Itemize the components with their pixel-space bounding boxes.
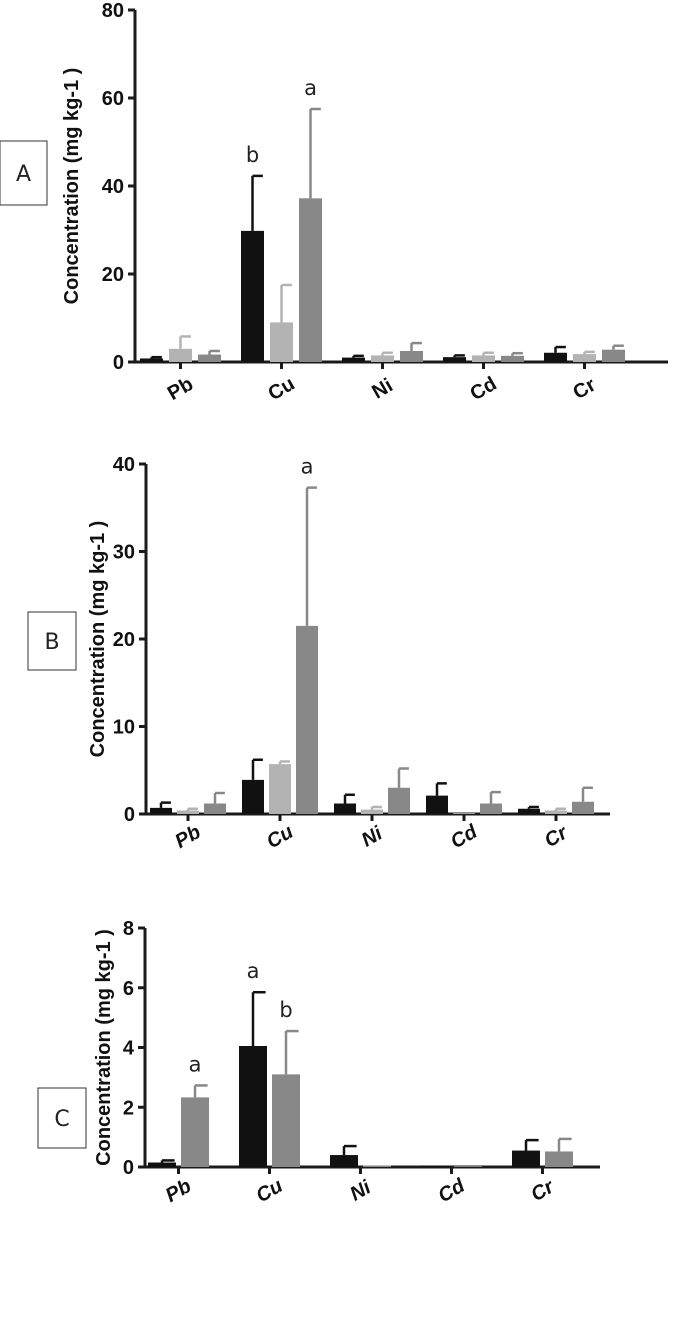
bar — [148, 1162, 176, 1167]
bar — [472, 355, 495, 362]
bar — [330, 1155, 358, 1167]
y-tick-label: 10 — [113, 717, 135, 739]
significance-letter: a — [301, 455, 314, 479]
y-tick-label: 20 — [113, 629, 135, 651]
bar — [443, 357, 466, 362]
panel-label: C — [54, 1107, 69, 1132]
category-label: Cr — [527, 1175, 558, 1206]
y-axis-label: Concentration (mg kg-1 ) — [87, 521, 109, 758]
y-tick-label: 0 — [113, 352, 124, 374]
bar — [242, 779, 264, 814]
bar — [453, 813, 475, 814]
y-tick-label: 40 — [102, 176, 124, 198]
panel-label: B — [44, 630, 59, 655]
category-label: Cr — [569, 374, 599, 404]
bar — [480, 803, 502, 814]
bar — [426, 795, 448, 814]
y-tick-label: 6 — [123, 978, 134, 1000]
category-label: Ni — [346, 1176, 375, 1205]
chart-panel-c: C 0 2 4 6 8 Concentration (mg kg-1 ) Pb Cu Ni Cd Cr… — [37, 918, 600, 1207]
y-tick-label: 80 — [102, 0, 124, 22]
bar — [296, 625, 318, 814]
bar — [361, 809, 383, 814]
category-label: Cr — [541, 821, 572, 852]
significance-letter: b — [279, 998, 292, 1022]
bar — [371, 355, 394, 362]
category-label: Ni — [358, 822, 387, 851]
category-label: Cd — [466, 373, 500, 405]
bar — [169, 348, 192, 362]
bar — [545, 810, 567, 814]
bar — [272, 1074, 300, 1167]
y-axis-label: Concentration (mg kg-1 ) — [61, 68, 83, 305]
bar — [150, 807, 172, 814]
bar — [501, 355, 524, 362]
bar — [342, 357, 365, 362]
category-label: Cu — [252, 1175, 286, 1207]
category-label: Pb — [164, 373, 197, 405]
y-tick-label: 30 — [113, 542, 135, 564]
bar — [512, 1150, 540, 1167]
bar — [239, 1046, 267, 1167]
significance-letter: a — [304, 76, 317, 100]
bar — [334, 803, 356, 814]
bar — [204, 803, 226, 814]
category-label: Ni — [368, 374, 396, 403]
significance-letter: b — [246, 143, 259, 167]
bar — [363, 1165, 391, 1167]
bar — [177, 810, 199, 814]
significance-letter: a — [189, 1052, 202, 1076]
bar — [545, 1151, 573, 1167]
chart-panel-a: A 0 20 40 60 80 Concentration (mg kg-1 ) Pb Cu Ni… — [0, 0, 668, 405]
y-tick-label: 0 — [124, 804, 135, 826]
bar — [388, 787, 410, 814]
y-tick-label: 8 — [123, 918, 134, 940]
bar — [181, 1097, 209, 1167]
category-label: Pb — [171, 821, 204, 853]
bar — [421, 1165, 449, 1167]
bar — [573, 354, 596, 362]
bar — [241, 230, 264, 362]
category-label: Cd — [434, 1174, 469, 1207]
bar — [544, 352, 567, 362]
bar — [269, 764, 291, 814]
panel-label-box — [37, 1087, 87, 1149]
bar — [602, 349, 625, 362]
category-label: Cu — [263, 821, 297, 853]
bar — [518, 808, 540, 814]
y-axis-label: Concentration (mg kg-1 ) — [93, 929, 115, 1166]
y-tick-label: 60 — [102, 88, 124, 110]
panel-label-box — [27, 611, 77, 671]
y-tick-label: 40 — [113, 454, 135, 476]
bar — [299, 198, 322, 362]
bar — [270, 322, 293, 362]
bar — [400, 351, 423, 362]
y-tick-label: 2 — [123, 1097, 134, 1119]
panel-label-box — [0, 140, 48, 206]
chart-panel-b: B 0 10 20 30 40 Concentration (mg kg-1 ) Pb Cu Ni… — [27, 454, 610, 853]
bar — [140, 358, 163, 362]
bar — [198, 354, 221, 362]
significance-letter: a — [247, 959, 260, 983]
category-label: Cd — [447, 820, 482, 853]
category-label: Cu — [264, 373, 298, 405]
y-tick-label: 4 — [123, 1038, 135, 1060]
bar — [454, 1166, 482, 1167]
y-tick-label: 20 — [102, 264, 124, 286]
y-tick-label: 0 — [123, 1157, 134, 1179]
bar — [572, 801, 594, 814]
panel-label: A — [16, 162, 31, 187]
category-label: Pb — [162, 1175, 195, 1207]
